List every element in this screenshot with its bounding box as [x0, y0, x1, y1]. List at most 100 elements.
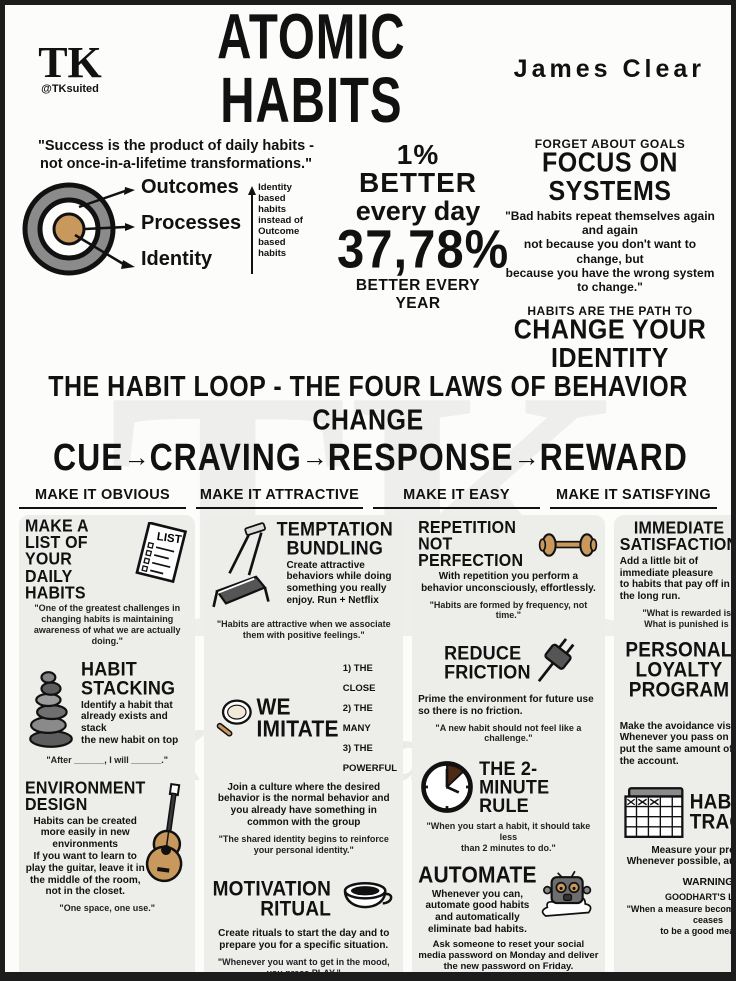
arrow-icon: →	[123, 442, 150, 473]
one-percent-line3: BETTER EVERY YEAR	[355, 276, 481, 312]
one-percent-line2: every day	[355, 196, 481, 226]
up-arrow-icon	[247, 186, 256, 275]
one-percent-line1: 1% BETTER	[359, 139, 477, 198]
card-quote: "After ______, I will ______."	[46, 755, 169, 766]
card-quote: "One of the greatest challenges in chang…	[33, 603, 181, 646]
treadmill-icon	[212, 522, 271, 608]
card-personal-loyalty: PERSONAL LOYALTY PROGRAM Trip Make the a…	[619, 638, 734, 768]
one-percent-value: 37,78%	[337, 220, 510, 280]
column-make-it-satisfying: IMMEDIATE SATISFACTION Add a little bit …	[613, 515, 736, 972]
step-craving: CRAVING	[149, 435, 302, 479]
card-body: Join a culture where the desired behavio…	[217, 781, 390, 828]
step-cue: CUE	[53, 435, 124, 479]
law-make-it-attractive: MAKE IT ATTRACTIVE	[196, 487, 363, 510]
four-laws-row: MAKE IT OBVIOUS MAKE IT ATTRACTIVE MAKE …	[5, 482, 731, 510]
card-body: Identify a habit that already exists and…	[81, 699, 179, 747]
card-temptation-bundling: TEMPTATION BUNDLING Create attractive be…	[210, 518, 397, 641]
card-title: AUTOMATE	[418, 862, 537, 888]
imitate-list: 1) THE CLOSE 2) THE MANY 3) THE POWERFUL	[342, 662, 398, 774]
card-body: Prime the environment for future use so …	[418, 694, 594, 717]
arrow-icon: →	[513, 442, 540, 473]
ring-label-outcomes: Outcomes	[141, 176, 239, 199]
page-title: ATOMIC HABITS	[217, 1, 406, 137]
arrow-icon: →	[301, 442, 328, 473]
card-automate: AUTOMATE Whenever you can, automate good…	[418, 862, 599, 973]
focus-systems-heading: FOCUS ON SYSTEMS	[542, 147, 678, 207]
habit-loop-steps: CUE → CRAVING → RESPONSE → REWARD	[5, 435, 731, 479]
column-make-it-obvious: MAKE A LIST OF YOUR DAILY HABITS LIST	[19, 515, 196, 972]
card-title: MAKE A LIST OF YOUR DAILY HABITS	[25, 517, 89, 603]
change-identity-heading: CHANGE YOUR IDENTITY	[513, 314, 707, 374]
column-make-it-attractive: TEMPTATION BUNDLING Create attractive be…	[204, 515, 404, 978]
habits-path-label: HABITS ARE THE PATH TO	[527, 303, 693, 318]
law-make-it-obvious: MAKE IT OBVIOUS	[19, 487, 186, 510]
habit-calendar-icon	[624, 786, 684, 838]
card-quote: "A new habit should not feel like a chal…	[435, 722, 582, 744]
card-motivation-ritual: MOTIVATION RITUAL Create rituals to star…	[210, 875, 397, 978]
forget-goals-label: FORGET ABOUT GOALS	[534, 137, 686, 151]
ring-labels: Outcomes Processes Identity	[141, 175, 241, 271]
one-percent-block: 1% BETTER every day 37,78% BETTER EVERY …	[337, 137, 510, 370]
card-quote: "What is rewarded is repeated. What is p…	[642, 607, 736, 629]
guitar-icon	[146, 783, 183, 883]
step-reward: REWARD	[539, 435, 688, 479]
author-name: James Clear	[513, 54, 705, 83]
card-we-imitate: WE IMITATE 1) THE CLOSE 2) THE MANY 3) T…	[210, 659, 397, 855]
stacked-stones-icon	[29, 671, 73, 749]
card-body: Whenever you can, automate good habits a…	[425, 888, 530, 935]
card-two-minute-rule: THE 2-MINUTE RULE "When you start a habi…	[418, 758, 599, 853]
law-make-it-satisfying: MAKE IT SATISFYING	[550, 487, 717, 510]
ring-label-identity: Identity	[141, 248, 213, 271]
goodharts-law-note: GOODHART'S LAW: "When a measure becomes …	[626, 892, 735, 937]
hand-mirror-icon	[217, 699, 253, 737]
checklist-icon: LIST	[135, 522, 188, 584]
clock-icon	[421, 761, 473, 814]
card-title: ENVIRONMENT DESIGN	[25, 779, 146, 816]
header: TK @TKsuited ATOMIC HABITS James Clear	[5, 5, 731, 132]
card-title: REDUCE FRICTION	[444, 642, 531, 683]
card-title: HABIT TRACKER	[689, 790, 732, 834]
step-response: RESPONSE	[327, 435, 514, 479]
laws-columns: MAKE A LIST OF YOUR DAILY HABITS LIST	[5, 509, 731, 978]
robot-icon	[541, 870, 592, 917]
card-title: REPETITION NOT PERFECTION	[418, 518, 524, 572]
card-quote: "When you start a habit, it should take …	[426, 821, 591, 853]
card-quote: "One space, one use."	[59, 903, 155, 914]
card-title: TEMPTATION BUNDLING	[276, 518, 393, 560]
card-quote: "Habits are formed by frequency, not tim…	[429, 599, 588, 621]
bad-habits-quote: "Bad habits repeat themselves again and …	[505, 208, 715, 295]
success-quote: "Success is the product of daily habits …	[38, 138, 314, 173]
card-body: Measure your progress. Whenever possible…	[626, 844, 736, 868]
card-repetition: REPETITION NOT PERFECTION With repetitio…	[418, 518, 599, 621]
card-quote: "Habits are attractive when we associate…	[216, 619, 391, 641]
card-immediate-satisfaction: IMMEDIATE SATISFACTION Add a little bit …	[619, 519, 736, 629]
card-title: PERSONAL LOYALTY PROGRAM	[625, 638, 733, 702]
plug-icon	[537, 638, 575, 683]
intro-identity-model: "Success is the product of daily habits …	[21, 137, 331, 370]
column-make-it-easy: REPETITION NOT PERFECTION With repetitio…	[412, 515, 605, 973]
card-title: MOTIVATION RITUAL	[212, 878, 332, 922]
habit-loop-title: THE HABIT LOOP - THE FOUR LAWS OF BEHAVI…	[48, 370, 688, 437]
card-note: Ask someone to reset your social media p…	[418, 938, 599, 973]
card-daily-habits-list: MAKE A LIST OF YOUR DAILY HABITS LIST	[25, 517, 189, 646]
card-body: Habits can be created more easily in new…	[25, 815, 145, 898]
systems-block: FORGET ABOUT GOALS FOCUS ON SYSTEMS "Bad…	[505, 137, 715, 374]
identity-rings-diagram	[22, 182, 135, 276]
law-make-it-easy: MAKE IT EASY	[373, 487, 540, 510]
card-title: THE 2-MINUTE RULE	[479, 756, 550, 817]
card-body: Add a little bit of immediate pleasure t…	[619, 555, 730, 603]
intro-section: "Success is the product of daily habits …	[5, 129, 731, 374]
card-body: Make the avoidance visible. Whenever you…	[619, 720, 734, 767]
card-environment-design: ENVIRONMENT DESIGN Habits can be created…	[25, 779, 189, 914]
card-body: With repetition you perform a behavior u…	[421, 570, 596, 594]
dumbbell-icon	[538, 533, 597, 557]
card-quote: "Whenever you want to get in the mood, y…	[217, 956, 390, 978]
card-title: HABIT STACKING	[81, 658, 176, 700]
tk-logo: TK @TKsuited	[31, 41, 109, 95]
card-title: IMMEDIATE SATISFACTION	[619, 519, 736, 556]
tk-logo-handle: @TKsuited	[41, 82, 99, 95]
card-habit-tracker: HABIT TRACKER Measure your progress. Whe…	[620, 784, 736, 938]
card-body: Create attractive behaviors while doing …	[286, 559, 392, 606]
card-title: WE IMITATE	[256, 694, 339, 742]
